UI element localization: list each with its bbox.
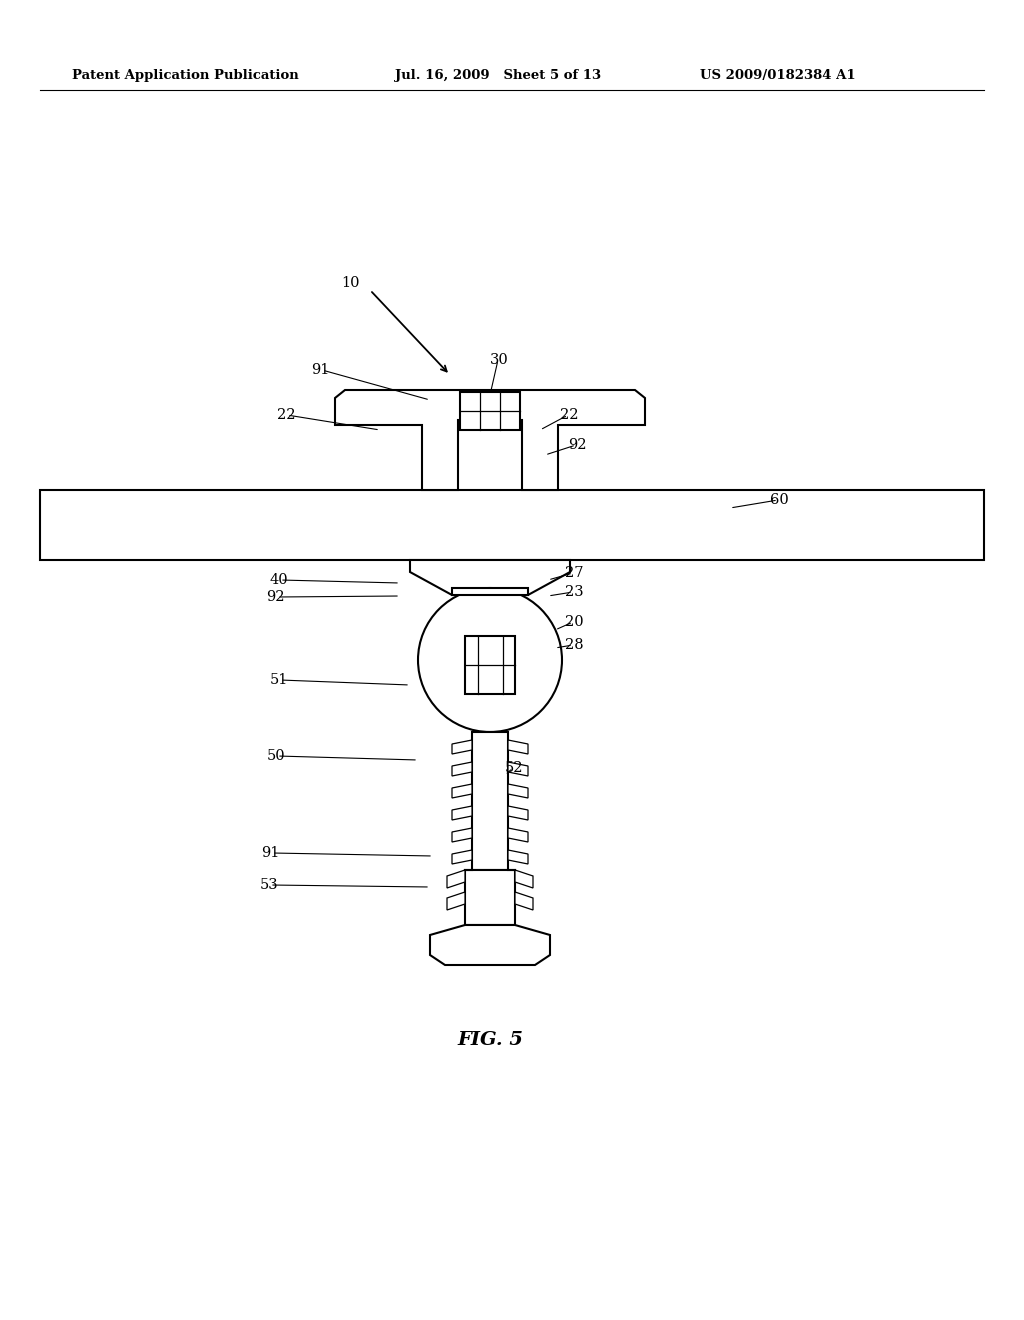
Text: 50: 50 <box>266 748 285 763</box>
Polygon shape <box>452 828 472 842</box>
Bar <box>465 870 515 925</box>
Text: 51: 51 <box>269 673 288 686</box>
Circle shape <box>418 587 562 733</box>
Text: 28: 28 <box>565 638 584 652</box>
Text: Jul. 16, 2009   Sheet 5 of 13: Jul. 16, 2009 Sheet 5 of 13 <box>395 69 601 82</box>
Bar <box>460 392 520 430</box>
Polygon shape <box>452 807 472 820</box>
Polygon shape <box>452 850 472 865</box>
Bar <box>40 490 984 560</box>
Polygon shape <box>335 389 645 490</box>
Text: 10: 10 <box>341 276 360 290</box>
Text: 30: 30 <box>490 352 509 367</box>
Text: 27: 27 <box>565 566 584 579</box>
Polygon shape <box>447 870 465 888</box>
Text: Patent Application Publication: Patent Application Publication <box>72 69 299 82</box>
Bar <box>465 636 515 694</box>
Text: 23: 23 <box>565 585 584 599</box>
Bar <box>472 733 508 870</box>
Polygon shape <box>508 828 528 842</box>
Polygon shape <box>452 741 472 754</box>
Polygon shape <box>508 741 528 754</box>
Bar <box>452 587 528 595</box>
Text: 40: 40 <box>269 573 288 587</box>
Polygon shape <box>447 892 465 909</box>
Text: US 2009/0182384 A1: US 2009/0182384 A1 <box>700 69 856 82</box>
Polygon shape <box>452 784 472 799</box>
Bar <box>40 490 984 560</box>
Polygon shape <box>508 784 528 799</box>
Text: 92: 92 <box>266 590 285 605</box>
Bar <box>465 870 515 925</box>
Text: 22: 22 <box>560 408 579 422</box>
Polygon shape <box>508 762 528 776</box>
Bar <box>472 733 508 870</box>
Text: 91: 91 <box>261 846 280 861</box>
Polygon shape <box>515 870 534 888</box>
Polygon shape <box>515 892 534 909</box>
Polygon shape <box>410 560 570 595</box>
Text: 20: 20 <box>565 615 584 630</box>
Text: 92: 92 <box>568 438 587 451</box>
Text: 60: 60 <box>770 492 788 507</box>
Text: 52: 52 <box>505 762 523 775</box>
Bar <box>452 587 528 595</box>
Polygon shape <box>508 850 528 865</box>
Text: 91: 91 <box>311 363 330 378</box>
Text: 22: 22 <box>276 408 295 422</box>
Text: 53: 53 <box>259 878 278 892</box>
Polygon shape <box>430 925 550 965</box>
Polygon shape <box>452 762 472 776</box>
Polygon shape <box>508 807 528 820</box>
Text: FIG. 5: FIG. 5 <box>457 1031 523 1049</box>
